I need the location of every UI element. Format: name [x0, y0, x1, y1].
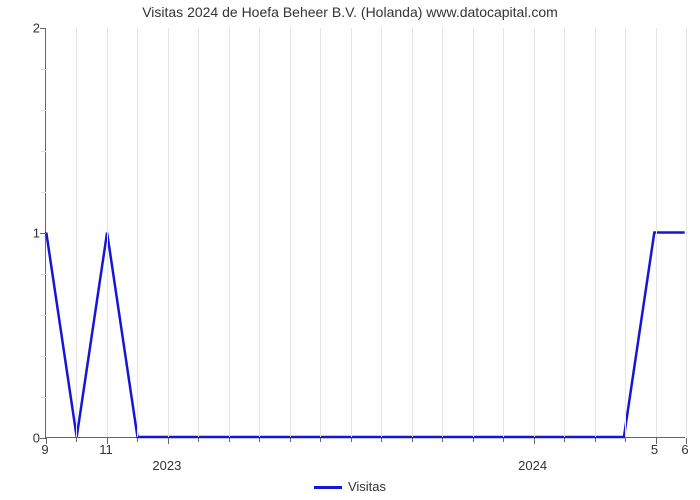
gridline-vertical — [76, 28, 77, 437]
x-axis-tick — [534, 438, 535, 444]
gridline-vertical — [107, 28, 108, 437]
x-axis-minor-tick — [351, 438, 352, 442]
x-axis-minor-tick — [229, 438, 230, 442]
y-axis-minor-tick — [41, 192, 46, 193]
gridline-vertical — [595, 28, 596, 437]
y-axis-minor-tick — [41, 397, 46, 398]
gridline-vertical — [290, 28, 291, 437]
x-axis-minor-tick — [503, 438, 504, 442]
y-axis-minor-tick — [41, 274, 46, 275]
x-axis-minor-tick — [137, 438, 138, 442]
x-axis-minor-tick — [198, 438, 199, 442]
legend: Visitas — [0, 479, 700, 494]
x-axis-minor-tick — [76, 438, 77, 442]
gridline-vertical — [534, 28, 535, 437]
x-axis-minor-tick — [290, 438, 291, 442]
x-axis-minor-tick — [412, 438, 413, 442]
gridline-vertical — [229, 28, 230, 437]
plot-area — [45, 28, 685, 438]
gridline-vertical — [381, 28, 382, 437]
gridline-vertical — [625, 28, 626, 437]
gridline-vertical — [442, 28, 443, 437]
x-axis-minor-tick — [320, 438, 321, 442]
y-axis-minor-tick — [41, 69, 46, 70]
x-axis-minor-tick — [259, 438, 260, 442]
y-axis-minor-tick — [41, 110, 46, 111]
gridline-vertical — [473, 28, 474, 437]
x-axis-minor-tick — [442, 438, 443, 442]
legend-swatch — [314, 486, 342, 489]
gridline-vertical — [168, 28, 169, 437]
x-axis-minor-tick — [595, 438, 596, 442]
x-axis-year-label: 2024 — [518, 458, 547, 473]
x-axis-minor-tick — [564, 438, 565, 442]
gridline-vertical — [259, 28, 260, 437]
x-axis-minor-tick — [625, 438, 626, 442]
x-axis-label: 11 — [99, 442, 113, 457]
gridline-vertical — [137, 28, 138, 437]
chart-title: Visitas 2024 de Hoefa Beheer B.V. (Holan… — [0, 4, 700, 20]
gridline-vertical — [320, 28, 321, 437]
gridline-vertical — [351, 28, 352, 437]
gridline-vertical — [686, 28, 687, 437]
line-chart: Visitas 2024 de Hoefa Beheer B.V. (Holan… — [0, 0, 700, 500]
x-axis-label: 6 — [681, 442, 688, 457]
gridline-vertical — [564, 28, 565, 437]
x-axis-minor-tick — [473, 438, 474, 442]
y-axis-tick — [40, 28, 46, 29]
y-axis-minor-tick — [41, 356, 46, 357]
x-axis-label: 9 — [41, 442, 48, 457]
y-axis-minor-tick — [41, 315, 46, 316]
gridline-vertical — [412, 28, 413, 437]
series-line — [46, 28, 685, 437]
x-axis-year-label: 2023 — [152, 458, 181, 473]
x-axis-minor-tick — [381, 438, 382, 442]
legend-label: Visitas — [348, 479, 386, 494]
y-axis-label: 0 — [10, 431, 40, 446]
gridline-vertical — [656, 28, 657, 437]
gridline-vertical — [503, 28, 504, 437]
y-axis-label: 1 — [10, 226, 40, 241]
x-axis-tick — [168, 438, 169, 444]
x-axis-label: 5 — [651, 442, 658, 457]
y-axis-tick — [40, 233, 46, 234]
gridline-vertical — [198, 28, 199, 437]
y-axis-label: 2 — [10, 21, 40, 36]
y-axis-minor-tick — [41, 151, 46, 152]
